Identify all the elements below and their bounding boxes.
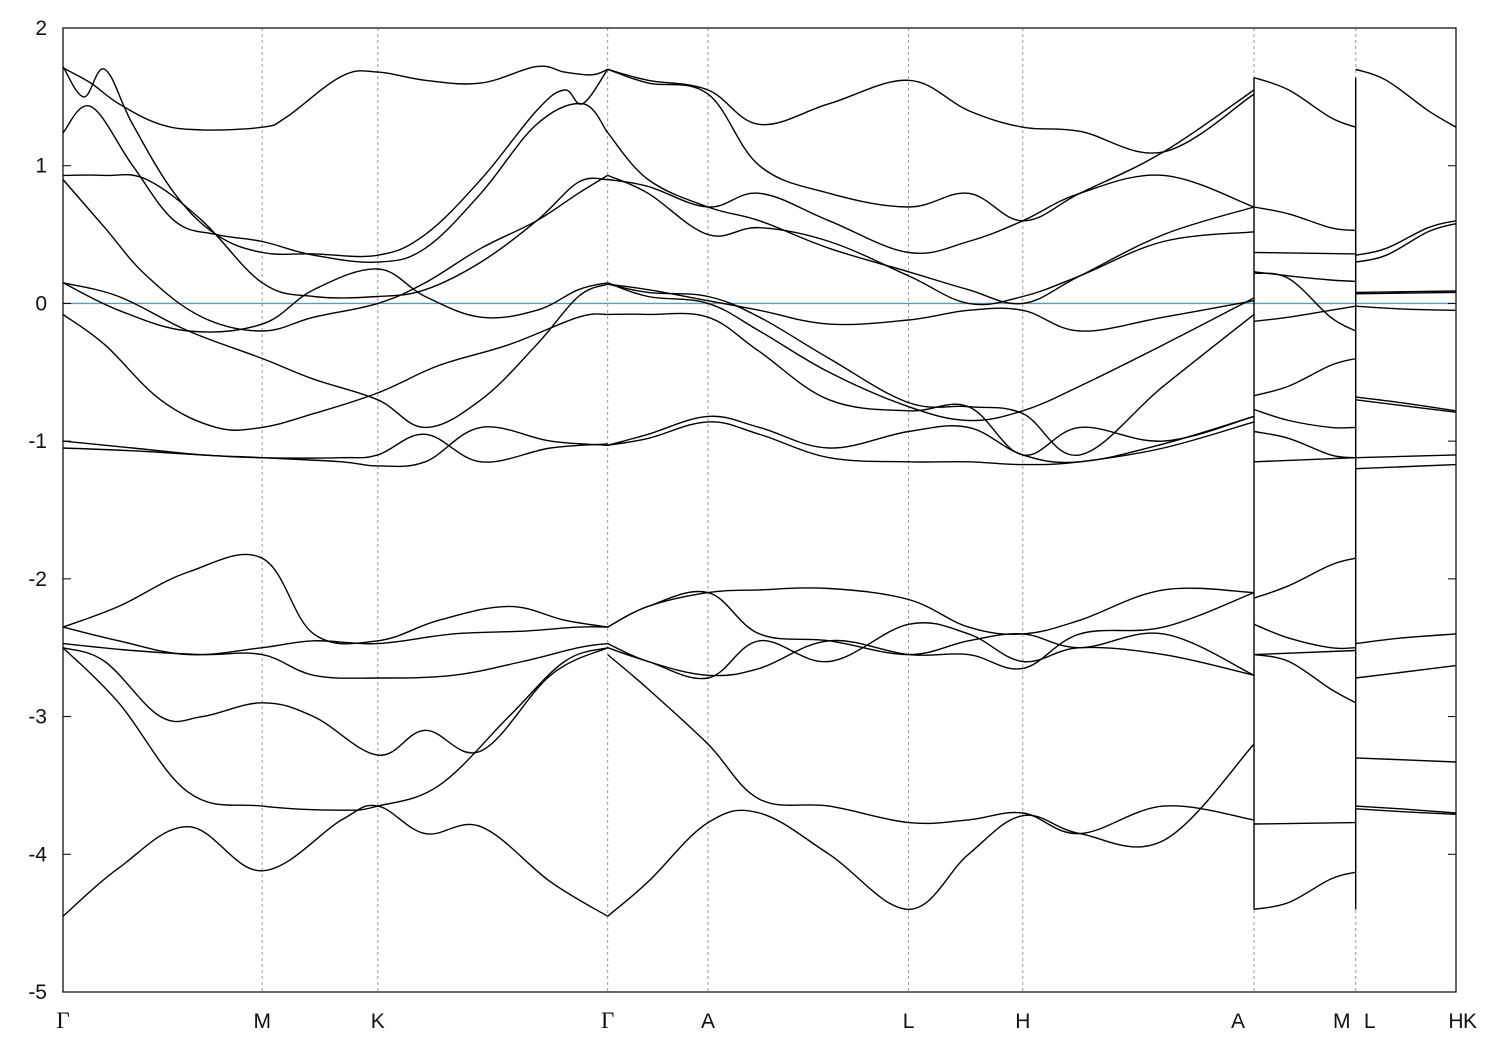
band-line bbox=[1355, 633, 1457, 645]
band-line bbox=[607, 312, 1255, 456]
band-line bbox=[1355, 454, 1457, 459]
y-tick-label: -3 bbox=[28, 706, 47, 729]
y-tick-label: 1 bbox=[35, 155, 47, 178]
kpoint-label: H bbox=[1448, 1010, 1463, 1033]
kpoint-label: Γ bbox=[601, 1008, 614, 1033]
y-tick-label: -2 bbox=[28, 568, 47, 591]
band-line bbox=[62, 426, 608, 468]
band-line bbox=[607, 743, 1255, 917]
band-line bbox=[607, 654, 1255, 835]
y-tick-label: 0 bbox=[35, 292, 47, 315]
band-line bbox=[62, 282, 608, 429]
band-line bbox=[607, 283, 1255, 456]
band-line bbox=[1253, 357, 1356, 397]
band-line bbox=[62, 647, 608, 811]
band-line bbox=[62, 804, 609, 917]
y-tick-label: -4 bbox=[28, 843, 47, 866]
band-line bbox=[607, 622, 1255, 680]
band-line bbox=[607, 68, 1255, 154]
band-line bbox=[62, 102, 609, 264]
band-line bbox=[1253, 430, 1356, 459]
band-line bbox=[62, 313, 608, 431]
band-line bbox=[1253, 206, 1356, 232]
kpoint-label: A bbox=[1231, 1010, 1245, 1033]
band-line bbox=[62, 65, 608, 131]
band-line bbox=[607, 590, 1255, 676]
band-line bbox=[1355, 396, 1457, 412]
kpoint-label: M bbox=[1333, 1010, 1351, 1033]
kpoint-label: H bbox=[1015, 1010, 1030, 1033]
kpoint-label: K bbox=[1463, 1010, 1477, 1033]
band-line bbox=[1253, 649, 1356, 656]
x-axis: Γ M K Γ A L H A LM KH bbox=[56, 1008, 1477, 1033]
band-line bbox=[607, 421, 1255, 466]
band-line bbox=[607, 282, 1255, 422]
band-line bbox=[1355, 68, 1457, 128]
band-line bbox=[1253, 557, 1356, 599]
band-line bbox=[607, 132, 1255, 305]
band-line bbox=[607, 587, 1255, 635]
band-line bbox=[1355, 463, 1457, 470]
band-line bbox=[62, 268, 608, 333]
band-line bbox=[1355, 399, 1457, 413]
kpoint-label: A bbox=[701, 1010, 715, 1033]
kpoint-label: Γ bbox=[56, 1008, 69, 1033]
kpoint-gridlines bbox=[261, 28, 1357, 992]
kpoint-label: K bbox=[371, 1010, 385, 1033]
band-line bbox=[62, 174, 609, 332]
plot-frame bbox=[62, 27, 1457, 993]
y-tick-label: -1 bbox=[28, 430, 47, 453]
band-line bbox=[1253, 871, 1356, 911]
band-line bbox=[1355, 808, 1457, 815]
band-line bbox=[1253, 653, 1357, 704]
band-line bbox=[1355, 664, 1457, 679]
band-line bbox=[1253, 305, 1356, 322]
kpoint-label: L bbox=[1364, 1010, 1376, 1033]
band-line bbox=[607, 68, 1255, 222]
band-line bbox=[1253, 76, 1356, 128]
band-line bbox=[1253, 457, 1356, 463]
band-line bbox=[1253, 623, 1356, 650]
band-line bbox=[1253, 408, 1356, 429]
band-line bbox=[62, 642, 608, 679]
band-line bbox=[1253, 821, 1356, 825]
y-tick-label: 2 bbox=[35, 17, 47, 40]
band-line bbox=[62, 626, 608, 656]
band-line bbox=[1355, 805, 1457, 814]
band-line bbox=[607, 415, 1255, 464]
band-line bbox=[607, 174, 1255, 306]
kpoint-label: M bbox=[253, 1010, 271, 1033]
band-line bbox=[1355, 291, 1457, 295]
band-lines bbox=[62, 65, 1457, 917]
band-line bbox=[607, 174, 1255, 255]
band-line bbox=[1355, 305, 1457, 311]
y-tick-label: -5 bbox=[28, 981, 47, 1004]
band-line bbox=[62, 647, 609, 756]
band-line bbox=[1253, 251, 1356, 255]
band-line bbox=[1355, 290, 1457, 294]
band-line bbox=[1355, 757, 1457, 763]
kpoint-label: L bbox=[903, 1010, 915, 1033]
band-line bbox=[62, 66, 609, 258]
band-line bbox=[62, 433, 608, 463]
y-axis: 2 1 0 -1 -2 -3 -4 -5 bbox=[28, 17, 1456, 1004]
band-line bbox=[1253, 272, 1357, 332]
band-line bbox=[607, 591, 1255, 677]
band-line bbox=[607, 283, 1255, 332]
band-line bbox=[1355, 220, 1457, 256]
band-line bbox=[1355, 222, 1457, 263]
